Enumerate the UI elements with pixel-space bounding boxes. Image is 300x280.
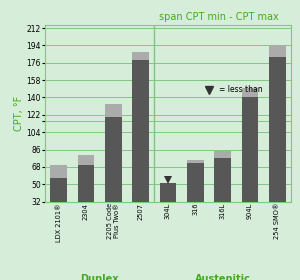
Bar xyxy=(132,60,149,202)
Y-axis label: CPT, °F: CPT, °F xyxy=(14,96,24,131)
Bar xyxy=(132,52,149,60)
Bar xyxy=(77,165,94,202)
Text: Austenitic: Austenitic xyxy=(195,274,250,280)
Text: = less than: = less than xyxy=(219,85,262,94)
Bar xyxy=(214,158,231,202)
Bar xyxy=(187,163,204,202)
Bar xyxy=(50,178,67,202)
Bar xyxy=(187,160,204,163)
Bar xyxy=(242,88,259,97)
Bar xyxy=(50,165,67,178)
Bar xyxy=(105,104,122,117)
Bar xyxy=(160,183,176,202)
Text: span CPT min - CPT max: span CPT min - CPT max xyxy=(159,12,279,22)
Bar xyxy=(105,117,122,202)
Bar xyxy=(269,45,286,57)
Bar xyxy=(242,97,259,202)
Text: Duplex: Duplex xyxy=(80,274,119,280)
Bar xyxy=(269,57,286,202)
Bar xyxy=(77,155,94,165)
Bar xyxy=(214,151,231,158)
